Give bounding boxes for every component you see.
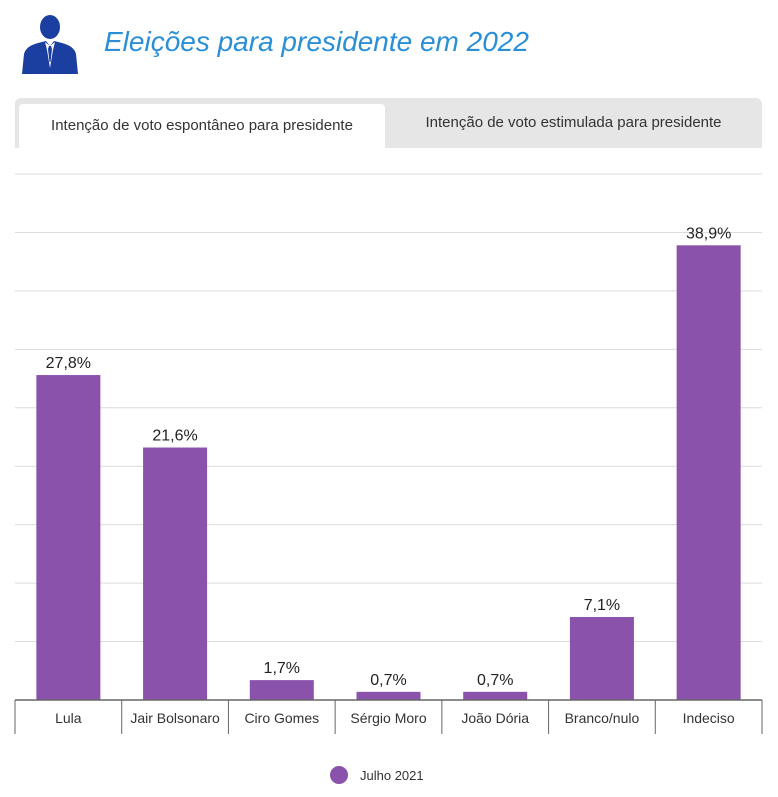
- tab-estimulada[interactable]: Intenção de voto estimulada para preside…: [425, 114, 722, 131]
- x-tick-label: Sérgio Moro: [350, 710, 426, 726]
- x-tick-label: Ciro Gomes: [244, 710, 319, 726]
- header: Eleições para presidente em 2022: [0, 0, 778, 90]
- x-tick-label: Jair Bolsonaro: [130, 710, 220, 726]
- bar[interactable]: [463, 691, 528, 700]
- bar[interactable]: [356, 691, 421, 700]
- data-label: 0,7%: [477, 672, 513, 689]
- bar[interactable]: [676, 245, 741, 700]
- tab-bar: Intenção de voto espontâneo para preside…: [15, 98, 762, 148]
- data-label: 1,7%: [264, 660, 300, 677]
- data-label: 7,1%: [584, 597, 620, 614]
- bar[interactable]: [249, 680, 314, 700]
- bar[interactable]: [143, 447, 208, 700]
- data-label: 21,6%: [152, 428, 197, 445]
- x-tick-label: Lula: [55, 710, 82, 726]
- businessman-icon: [18, 10, 82, 74]
- data-label: 0,7%: [370, 672, 406, 689]
- legend[interactable]: Julho 2021: [330, 764, 424, 786]
- bar[interactable]: [36, 375, 101, 700]
- bar[interactable]: [569, 617, 634, 700]
- data-label: 38,9%: [686, 225, 731, 242]
- x-tick-label: João Dória: [461, 710, 529, 726]
- legend-marker: [330, 766, 348, 784]
- legend-label: Julho 2021: [360, 767, 424, 783]
- tab-espontaneo[interactable]: Intenção de voto espontâneo para preside…: [19, 104, 385, 148]
- x-tick-label: Indeciso: [683, 710, 735, 726]
- bar-chart: 27,8% 21,6% 1,7% 0,7% 0,7% 7,1% 38,9% Lula Jair …: [14, 173, 763, 734]
- page-title: Eleições para presidente em 2022: [104, 26, 529, 57]
- x-tick-label: Branco/nulo: [565, 710, 640, 726]
- data-label: 27,8%: [46, 355, 91, 372]
